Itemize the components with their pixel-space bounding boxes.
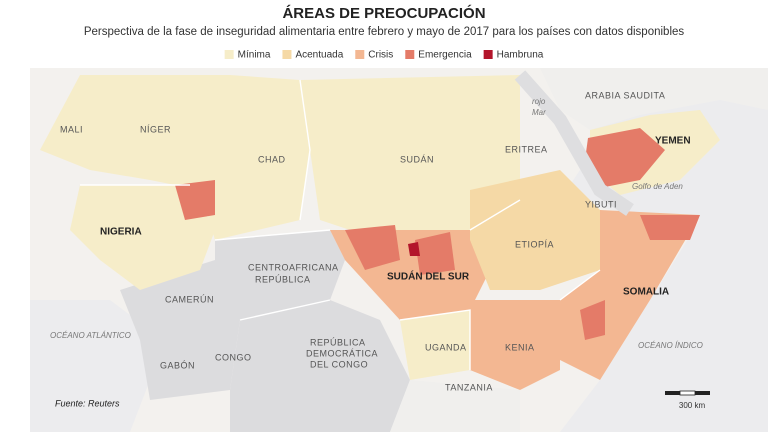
map-label: NÍGER	[140, 124, 171, 134]
map-label: ETIOPÍA	[515, 239, 554, 249]
map-label: UGANDA	[425, 342, 467, 352]
map-label: REPÚBLICA	[310, 337, 366, 347]
scale-segment	[679, 390, 696, 396]
title: ÁREAS DE PREOCUPACIÓN	[282, 4, 485, 22]
map-label: DEMOCRÁTICA	[306, 348, 378, 358]
legend-swatch	[282, 50, 292, 59]
yemen-emergency	[585, 128, 665, 188]
drc	[230, 300, 410, 432]
map-label: SUDÁN	[400, 154, 434, 164]
map-label: OCÉANO ATLÁNTICO	[50, 331, 131, 340]
scale-label: 300 km	[679, 401, 706, 410]
nigeria-emergency	[175, 180, 215, 220]
map-label: CONGO	[215, 352, 252, 362]
map-label: Mar	[532, 108, 546, 117]
nigeria	[70, 185, 215, 290]
scale-bar: 300 km	[665, 390, 710, 410]
legend-swatch	[355, 50, 365, 59]
map	[30, 68, 768, 432]
map-label: Golfo de Aden	[632, 182, 683, 191]
map-label: rojo	[532, 97, 546, 106]
subtitle: Perspectiva de la fase de inseguridad al…	[84, 26, 685, 38]
map-label: KENIA	[505, 342, 535, 352]
cameroon-gabon-congo	[120, 260, 240, 400]
legend-swatch	[483, 50, 493, 59]
famine	[408, 242, 420, 256]
map-label: ARABIA SAUDITA	[585, 90, 665, 100]
map-label: SUDÁN DEL SUR	[387, 270, 470, 283]
legend-label: Crisis	[368, 50, 393, 61]
map-label: OCÉANO ÍNDICO	[638, 341, 703, 350]
borders	[80, 79, 601, 370]
sudan	[300, 75, 520, 230]
map-label: YIBUTI	[585, 199, 617, 209]
ss-emergency-2	[415, 232, 455, 275]
legend-label: Acentuada	[295, 50, 343, 61]
somalia-emergency	[580, 300, 605, 340]
somalia-north	[640, 215, 700, 240]
kenya	[470, 300, 560, 390]
legend-label: Hambruna	[497, 50, 544, 61]
legend-swatch	[405, 50, 415, 59]
map-label: DEL CONGO	[310, 359, 368, 369]
legend: Mínima Acentuada Crisis Emergencia Hambruna	[224, 50, 544, 61]
uganda	[400, 310, 470, 380]
map-label: CENTROAFRICANA	[248, 262, 339, 272]
scale-segment	[695, 391, 710, 395]
map-label: ERITREA	[505, 144, 548, 154]
sahel	[40, 75, 310, 240]
map-label: TANZANIA	[445, 382, 493, 392]
car	[215, 230, 345, 320]
ss-emergency-1	[345, 225, 400, 270]
legend-label: Emergencia	[418, 50, 472, 61]
map-label: CAMERÚN	[165, 294, 214, 304]
map-label: GABÓN	[160, 360, 195, 370]
map-labels: MALI NÍGER CHAD SUDÁN ERITREA ARABIA SAU…	[50, 90, 703, 392]
map-label: REPÚBLICA	[255, 274, 311, 284]
map-label: NIGERIA	[100, 227, 142, 238]
legend-label: Mínima	[238, 50, 271, 61]
tanzania	[390, 380, 520, 432]
map-label: CHAD	[258, 154, 286, 164]
map-label: YEMEN	[655, 136, 691, 147]
source: Fuente: Reuters	[55, 398, 120, 408]
red-sea	[514, 70, 634, 216]
arabia	[540, 68, 768, 130]
legend-swatch	[224, 50, 234, 59]
scale-segment	[665, 391, 680, 395]
map-label: MALI	[60, 124, 83, 134]
map-label: SOMALIA	[623, 287, 669, 298]
